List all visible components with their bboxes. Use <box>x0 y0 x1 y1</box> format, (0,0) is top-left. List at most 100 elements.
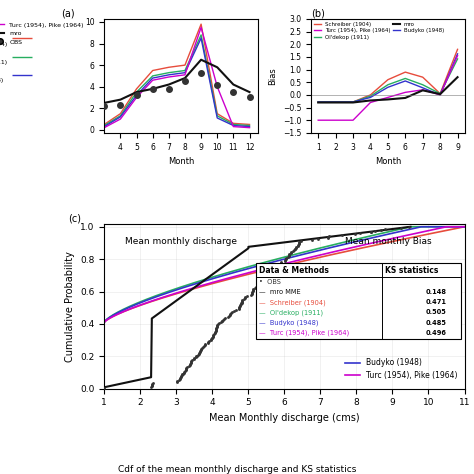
Point <box>295 239 302 246</box>
Point <box>197 69 205 76</box>
Point <box>178 372 186 379</box>
Text: 0.505: 0.505 <box>425 310 446 315</box>
Point <box>253 283 260 290</box>
Point <box>204 339 211 347</box>
Point <box>259 280 266 287</box>
X-axis label: Mean Monthly discharge (cms): Mean Monthly discharge (cms) <box>209 413 360 423</box>
Point <box>264 275 272 283</box>
Text: Cdf of the mean monthly discharge and KS statistics: Cdf of the mean monthly discharge and KS… <box>118 465 356 474</box>
Point <box>219 317 226 324</box>
Point <box>264 274 272 282</box>
Point <box>243 292 251 300</box>
Text: 0.485: 0.485 <box>425 319 446 326</box>
Point <box>287 248 295 256</box>
Point <box>256 281 264 288</box>
Point <box>209 333 217 340</box>
Point <box>241 294 248 301</box>
Point <box>133 91 140 99</box>
Point <box>181 368 188 375</box>
Point <box>181 78 189 85</box>
Point <box>207 337 214 344</box>
Point <box>149 380 156 388</box>
Point <box>187 359 195 367</box>
Point <box>235 303 243 311</box>
Point <box>251 284 259 292</box>
Point <box>249 287 257 295</box>
Point <box>181 367 188 374</box>
Text: (a): (a) <box>61 9 75 19</box>
Point <box>182 364 190 372</box>
Point <box>236 302 244 310</box>
Point <box>212 327 219 335</box>
Point <box>397 224 404 231</box>
Point <box>325 232 332 240</box>
Point <box>215 319 223 327</box>
Text: 0.496: 0.496 <box>425 330 446 336</box>
Text: (c): (c) <box>68 214 81 224</box>
Point <box>253 282 261 289</box>
Point <box>218 318 225 325</box>
Point <box>211 329 219 337</box>
Point <box>149 85 156 92</box>
Text: 48): 48) <box>0 78 4 83</box>
Point <box>227 310 234 318</box>
Point <box>282 256 289 264</box>
Point <box>209 334 216 341</box>
Point <box>214 320 222 328</box>
Point <box>210 331 217 338</box>
Point <box>238 298 246 305</box>
Point <box>367 228 374 235</box>
Point <box>285 252 292 260</box>
Point <box>228 308 236 316</box>
Point <box>274 263 282 270</box>
Point <box>100 102 108 110</box>
Point <box>201 340 209 348</box>
Point <box>173 378 181 386</box>
Point <box>204 338 212 346</box>
Point <box>377 226 385 233</box>
Point <box>285 251 293 259</box>
Point <box>209 332 217 339</box>
Point <box>295 240 302 247</box>
Text: 911): 911) <box>0 60 8 65</box>
Point <box>237 301 244 309</box>
Point <box>149 379 157 387</box>
Point <box>274 264 282 271</box>
Point <box>250 285 257 293</box>
Point <box>232 306 240 314</box>
Point <box>188 357 195 365</box>
Point <box>270 268 277 276</box>
Point <box>205 337 213 345</box>
Point <box>270 267 278 275</box>
Point <box>235 305 242 313</box>
Point <box>190 356 198 363</box>
Point <box>188 358 195 366</box>
Y-axis label: Cumulative Probability: Cumulative Probability <box>64 251 74 362</box>
Point <box>196 349 203 356</box>
Point <box>229 88 237 96</box>
Point <box>284 253 292 261</box>
Point <box>246 94 253 101</box>
Point <box>198 345 205 353</box>
Point <box>182 365 190 373</box>
Point <box>176 375 183 383</box>
Point <box>186 360 194 368</box>
Point <box>265 273 273 281</box>
Point <box>277 258 285 265</box>
Point <box>225 312 233 319</box>
Point <box>208 335 216 342</box>
Point <box>309 236 316 244</box>
Point <box>297 237 305 245</box>
Point <box>224 313 232 320</box>
Point <box>285 250 293 258</box>
Point <box>405 223 413 230</box>
Text: Mean monthly discharge: Mean monthly discharge <box>125 237 237 246</box>
Point <box>238 299 246 306</box>
Point <box>188 356 195 364</box>
Point <box>193 352 201 359</box>
Point <box>186 361 194 369</box>
Point <box>252 283 260 291</box>
Point <box>194 351 201 358</box>
Point <box>281 257 289 264</box>
Y-axis label: Bias: Bias <box>268 67 277 85</box>
